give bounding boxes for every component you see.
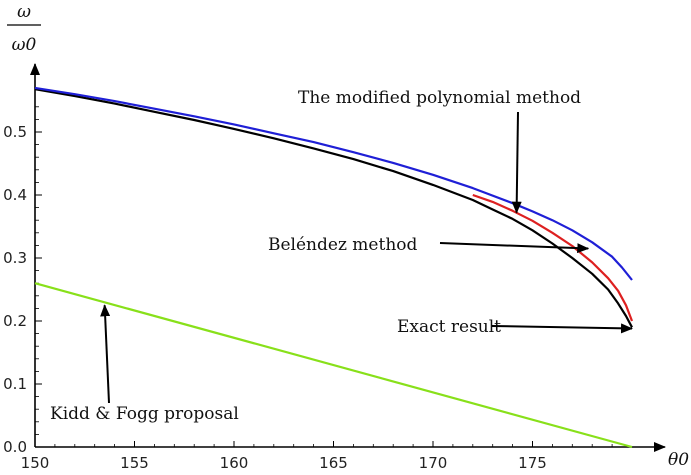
x-tick-label: 170: [419, 454, 448, 472]
series-group: [34, 86, 634, 449]
y-label-denominator: ω0: [12, 35, 37, 55]
ticks: 150 155 160 165 170 175 0.0 0.1 0.2 0.3 0.4 0.5: [3, 106, 613, 472]
series-line-kidd-fogg-proposal: [34, 282, 633, 449]
x-label: θ0: [668, 450, 689, 470]
y-tick-label: 0.4: [3, 186, 27, 204]
x-tick-label: 160: [220, 454, 249, 472]
series-line-bel-ndez-method: [472, 193, 634, 322]
y-tick-label: 0.5: [3, 123, 27, 141]
x-tick-label: 165: [319, 454, 348, 472]
x-tick-label: 155: [120, 454, 149, 472]
annotation-label: Beléndez method: [268, 235, 417, 255]
y-tick-label: 0.1: [3, 375, 27, 393]
annotation-arrow: [511, 111, 522, 214]
x-tick-label: 150: [21, 454, 50, 472]
series-line-the-modified-polynomial-method: [34, 86, 633, 281]
annotation-arrow: [439, 242, 590, 254]
axes: [30, 63, 666, 452]
series-line-exact-result: [34, 88, 633, 328]
y-tick-label: 0.2: [3, 312, 27, 330]
y-tick-label: 0.3: [3, 249, 27, 267]
annotation-arrow: [100, 304, 111, 404]
y-label-numerator: ω: [17, 2, 31, 22]
annotations: The modified polynomial method Beléndez m…: [50, 88, 633, 424]
annotation-label: Kidd & Fogg proposal: [50, 404, 239, 424]
annotation-arrow: [491, 323, 633, 334]
annotation-label: Exact result: [397, 317, 501, 337]
x-tick-label: 175: [518, 454, 547, 472]
axis-labels: ω ω0 θ0: [7, 2, 689, 470]
y-tick-label: 0.0: [3, 438, 27, 456]
annotation-label: The modified polynomial method: [298, 88, 581, 108]
